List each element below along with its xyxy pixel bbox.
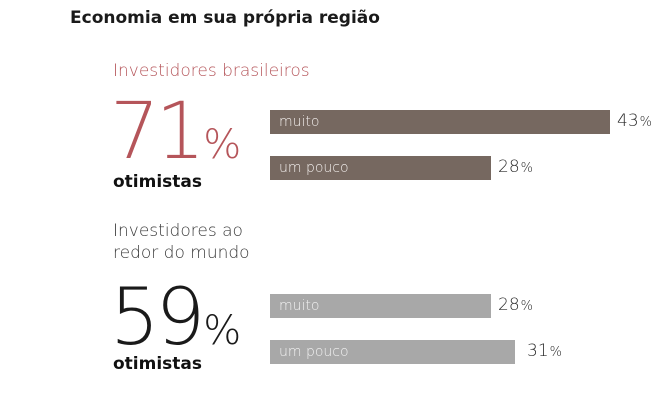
bar-world-um-pouco: um pouco: [270, 340, 515, 364]
group-label-world: Investidores ao redor do mundo: [113, 220, 250, 264]
bar-value-number: 28: [498, 295, 520, 315]
bar-value-br-0: 43%: [617, 111, 652, 131]
total-label-world: otimistas: [113, 354, 203, 374]
total-unit-world: %: [203, 308, 242, 354]
total-unit-brazil: %: [203, 122, 242, 168]
bar-world-muito: muito: [270, 294, 491, 318]
bar-value-number: 28: [498, 157, 520, 177]
bar-label: muito: [279, 298, 320, 314]
bar-value-number: 43: [617, 111, 639, 131]
total-brazil: 71%: [110, 93, 241, 171]
total-value-brazil: 71: [110, 87, 205, 177]
bar-br-muito: muito: [270, 110, 610, 134]
bar-label: um pouco: [279, 344, 349, 360]
bar-value-unit: %: [549, 345, 562, 360]
bar-value-world-1: 31%: [527, 341, 562, 361]
bar-value-unit: %: [520, 299, 533, 314]
total-value-world: 59: [110, 273, 205, 363]
bar-label: um pouco: [279, 160, 349, 176]
group-label-brazil: Investidores brasileiros: [113, 61, 310, 81]
bar-value-number: 31: [527, 341, 549, 361]
bar-value-unit: %: [639, 115, 652, 130]
bar-value-unit: %: [520, 161, 533, 176]
group-label-world-line-2: redor do mundo: [113, 243, 250, 263]
bar-value-br-1: 28%: [498, 157, 533, 177]
group-label-world-line-1: Investidores ao: [113, 221, 243, 241]
bar-br-um-pouco: um pouco: [270, 156, 491, 180]
bar-value-world-0: 28%: [498, 295, 533, 315]
total-label-brazil: otimistas: [113, 172, 203, 192]
bar-label: muito: [279, 114, 320, 130]
chart-title: Economia em sua própria região: [70, 8, 380, 28]
total-world: 59%: [110, 279, 241, 357]
